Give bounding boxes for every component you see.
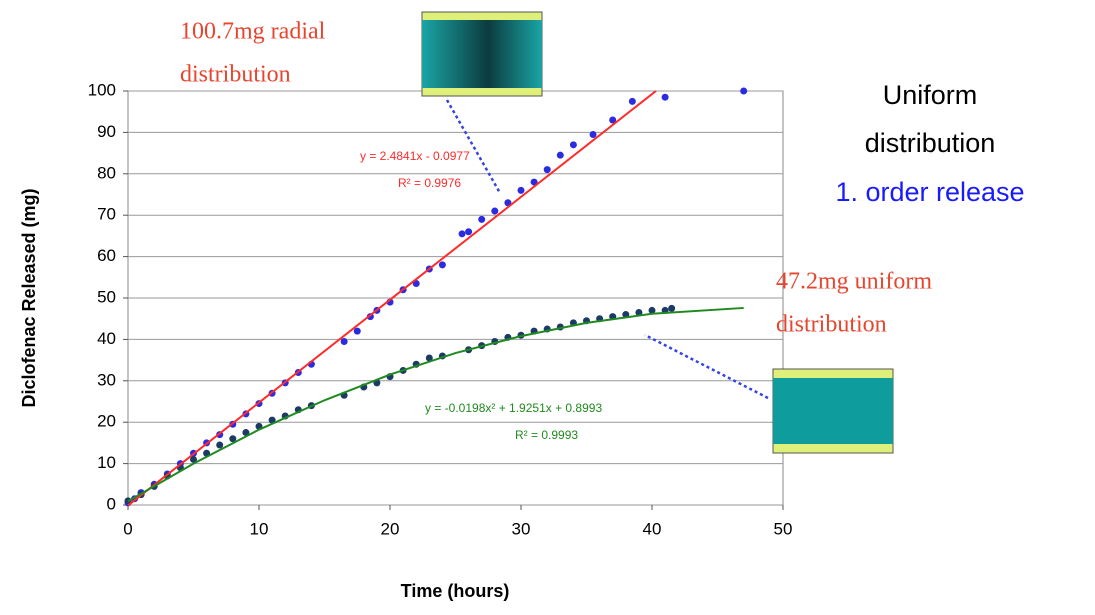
x-tick-label: 30: [512, 519, 531, 538]
x-tick-label: 10: [250, 519, 269, 538]
y-tick-label: 10: [97, 453, 116, 472]
data-point: [216, 441, 224, 449]
data-point: [668, 304, 676, 312]
y-tick-label: 30: [97, 370, 116, 389]
arrow: [644, 333, 769, 400]
x-tick-label: 20: [381, 519, 400, 538]
data-point: [242, 429, 250, 437]
equation: y = 2.4841x - 0.0977: [360, 149, 470, 163]
data-point: [438, 261, 446, 269]
y-tick-label: 20: [97, 412, 116, 431]
annotation: Uniform: [883, 80, 978, 110]
data-point: [530, 178, 538, 186]
y-axis-label: Diclofenac Released (mg): [19, 188, 39, 407]
y-tick-label: 40: [97, 329, 116, 348]
data-point: [628, 97, 636, 105]
data-point: [648, 306, 656, 314]
annotation: 100.7mg radial: [180, 19, 326, 45]
data-point: [229, 435, 237, 443]
x-tick-label: 40: [643, 519, 662, 538]
radial-core: [422, 20, 542, 88]
data-point: [491, 207, 499, 215]
data-point: [353, 327, 361, 335]
y-tick-label: 90: [97, 122, 116, 141]
data-point: [543, 166, 551, 174]
data-point: [556, 151, 564, 159]
data-point: [589, 130, 597, 138]
trend-line: [127, 90, 657, 507]
equation: R² = 0.9993: [515, 428, 578, 442]
data-point: [609, 116, 617, 124]
y-tick-label: 50: [97, 287, 116, 306]
y-tick-label: 60: [97, 246, 116, 265]
data-point: [740, 87, 748, 95]
equation: R² = 0.9976: [398, 176, 461, 190]
x-tick-label: 0: [123, 519, 132, 538]
data-point: [504, 199, 512, 207]
uniform-core: [773, 378, 893, 444]
data-point: [268, 416, 276, 424]
x-tick-label: 50: [774, 519, 793, 538]
x-axis-label: Time (hours): [401, 581, 510, 601]
annotation: distribution: [180, 62, 291, 88]
y-tick-label: 100: [88, 80, 116, 99]
decorations: [421, 11, 894, 454]
data-point: [425, 354, 433, 362]
data-point: [340, 337, 348, 345]
annotation: 47.2mg uniform: [776, 269, 932, 295]
data-point: [478, 215, 486, 223]
data-point: [190, 455, 197, 463]
data-point: [661, 93, 669, 101]
data-point: [517, 186, 525, 194]
y-tick-label: 0: [107, 494, 116, 513]
annotation: distribution: [865, 128, 996, 158]
data-point: [465, 228, 473, 236]
plot: 0 10 20 30 40 50 60 70 80 90 100 0 10 20 30 40 50: [88, 80, 793, 538]
data-point: [569, 141, 577, 149]
annotation: 1. order release: [835, 177, 1024, 207]
equation: y = -0.0198x² + 1.9251x + 0.8993: [425, 401, 602, 415]
y-tick-label: 80: [97, 163, 116, 182]
y-tick-label: 70: [97, 205, 116, 224]
annotation: distribution: [776, 312, 887, 338]
trend-line: [127, 306, 744, 503]
data-point: [635, 308, 643, 316]
data-point: [458, 230, 466, 238]
